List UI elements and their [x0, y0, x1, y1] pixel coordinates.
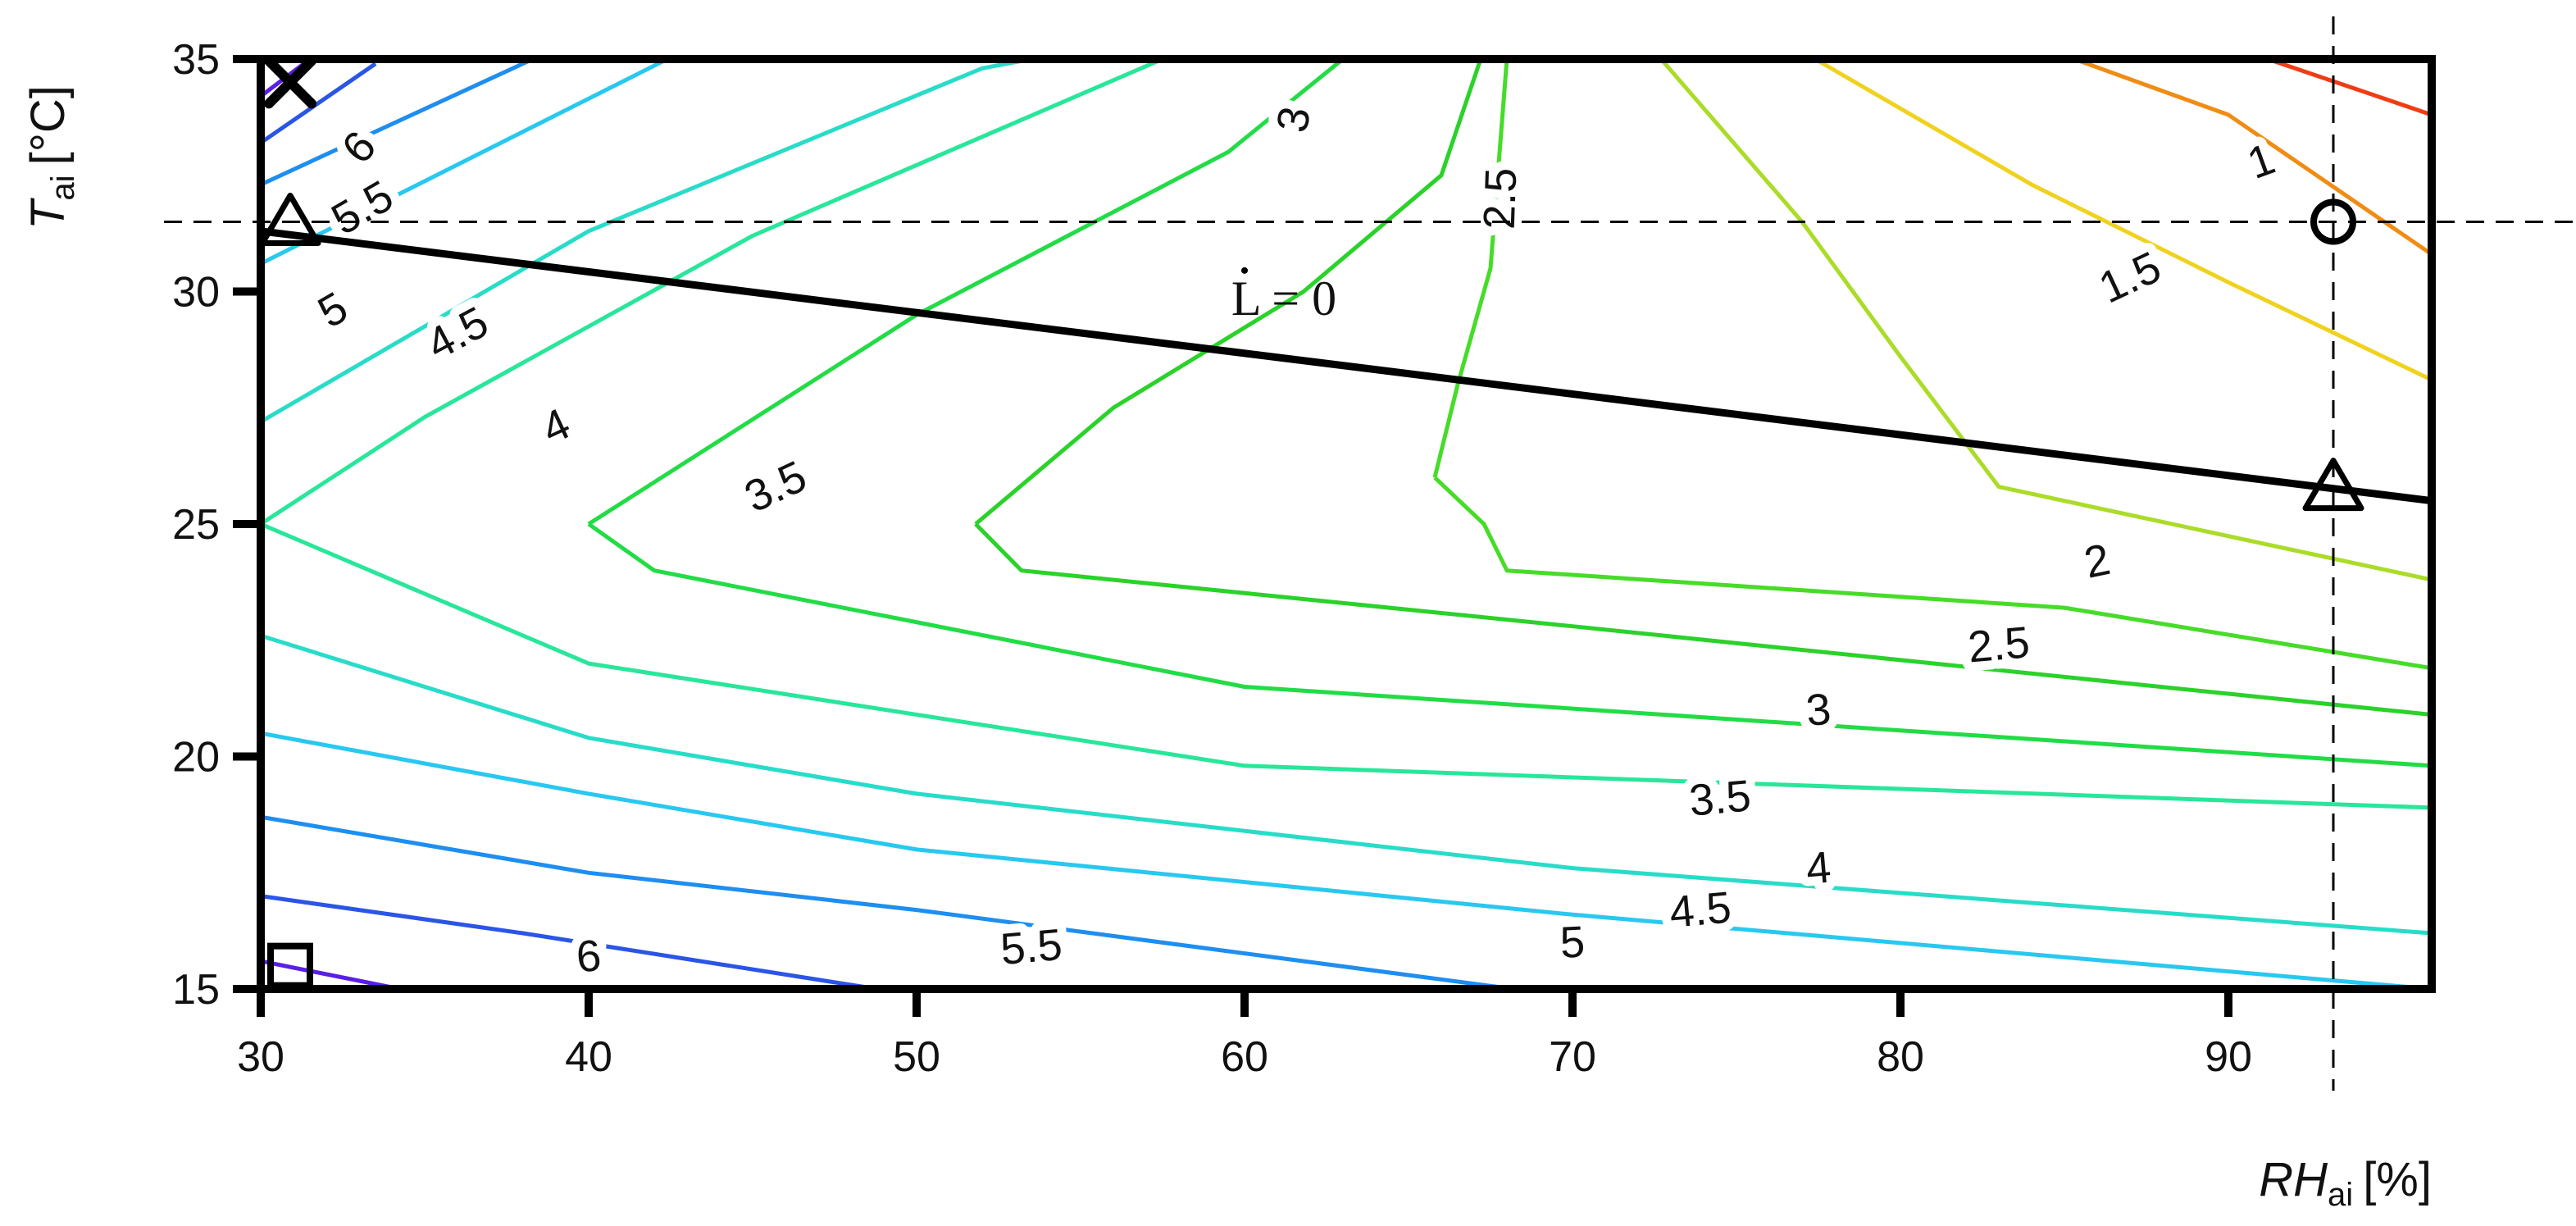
contour-label: 5.5 [999, 920, 1064, 974]
contour-line-2-5 [1433, 476, 2432, 671]
contour-label: 5 [310, 283, 356, 338]
x-tick-label: 90 [2205, 1033, 2252, 1081]
zero-line-label-dot [1241, 267, 1248, 274]
contour-label: 2.5 [1966, 618, 2032, 672]
contour-label: 3 [1804, 685, 1832, 736]
y-tick-label: 30 [172, 269, 220, 317]
contour-line-2-5 [1432, 59, 1509, 478]
contour-lines [261, 59, 2432, 989]
x-tick-label: 80 [1877, 1033, 1924, 1081]
contour-label: 3.5 [1687, 771, 1753, 825]
contour-label: 4 [1804, 842, 1832, 893]
x-axis-title: RHai [%] [2259, 1153, 2432, 1213]
triangle-marker [2302, 458, 2364, 512]
plot-frame [257, 55, 2436, 993]
contour-line-5-5 [261, 59, 535, 187]
contour-line-1 [2073, 59, 2432, 257]
contour-label: 3.5 [737, 452, 813, 522]
contour-line-5-5 [261, 814, 1514, 989]
contour-line-6 [261, 62, 377, 145]
y-tick-label: 20 [172, 734, 220, 782]
contour-line-5 [261, 731, 2432, 989]
contour-label: 3 [1268, 103, 1320, 136]
contour-line-3-5 [587, 522, 2432, 768]
y-axis-title: Tai [°C] [21, 85, 81, 230]
x-tick-label: 30 [237, 1033, 284, 1081]
triangle-marker [259, 192, 321, 246]
contour-label: 4 [535, 399, 578, 453]
x-tick-label: 50 [893, 1033, 940, 1081]
contour-line-4-5 [261, 59, 1032, 424]
markers [259, 56, 2364, 989]
contour-line-4-5 [261, 633, 2432, 936]
contour-label: 1 [2241, 134, 2282, 189]
x-axis-title-sub: ai [2328, 1177, 2353, 1213]
contour-line-2 [1659, 59, 2432, 582]
y-axis-title-sub: ai [45, 175, 81, 200]
y-axis: 15 20 25 30 35 [172, 36, 261, 1014]
y-tick-label: 15 [172, 966, 220, 1014]
contour-label: 6 [574, 931, 603, 982]
y-tick-label: 25 [172, 501, 220, 549]
contour-label: 2 [2080, 535, 2114, 588]
contour-label: 4.5 [1668, 882, 1733, 937]
contour-line-1-5 [1814, 59, 2432, 382]
contour-label: 2.5 [1475, 167, 1527, 230]
y-axis-title-main: T [21, 198, 75, 230]
contour-line-0-5 [2267, 59, 2432, 117]
contour-label: 4.5 [419, 297, 496, 369]
contour-line-3 [974, 522, 2432, 717]
y-tick-label: 35 [172, 36, 220, 84]
contour-label: 1.5 [2091, 242, 2168, 312]
x-axis-title-main: RH [2259, 1153, 2328, 1206]
contour-label: 5 [1559, 918, 1586, 968]
zero-line-label: L = 0 [1231, 271, 1336, 326]
cross-marker [264, 56, 316, 109]
x-axis: 30 40 50 60 70 80 90 [237, 989, 2252, 1081]
x-axis-title-unit: [%] [2363, 1153, 2432, 1206]
y-axis-title-unit: [°C] [21, 85, 75, 165]
contour-line-6 [261, 894, 878, 989]
x-tick-label: 40 [565, 1033, 612, 1081]
contour-line-3-5 [587, 59, 1345, 526]
x-tick-label: 60 [1221, 1033, 1268, 1081]
reference-lines [261, 227, 2432, 505]
contour-label: 5.5 [323, 171, 401, 245]
contour-labels: 65.55 4.543.532.521.512.533.544.555.56 [301, 94, 2290, 991]
contour-line-4 [261, 522, 2432, 810]
contour-line-5 [261, 59, 669, 266]
contour-line-3 [974, 59, 1483, 526]
contour-line-4 [261, 59, 1163, 526]
x-tick-label: 70 [1549, 1033, 1596, 1081]
zero-line [261, 227, 2432, 505]
